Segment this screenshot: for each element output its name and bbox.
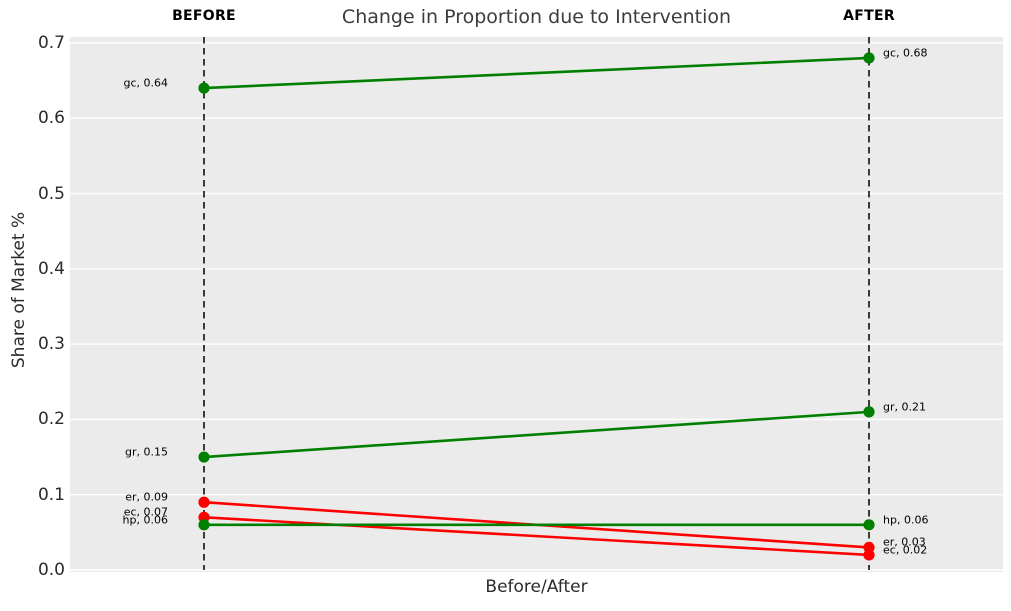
point-gr-before xyxy=(198,451,210,463)
point-ec-after xyxy=(863,549,875,561)
y-tick-label: 0.6 xyxy=(37,108,65,129)
annotation-hp-before: hp, 0.06 xyxy=(122,513,168,527)
annotation-gr-after: gr, 0.21 xyxy=(883,400,926,414)
annotation-er-after: er, 0.03 xyxy=(883,535,926,549)
annotation-gc-before: gc, 0.64 xyxy=(123,76,168,90)
y-tick-label: 0.5 xyxy=(37,183,65,204)
annotation-gc-after: gc, 0.68 xyxy=(883,46,928,60)
annotation-er-before: er, 0.09 xyxy=(125,490,168,504)
annotation-hp-after: hp, 0.06 xyxy=(883,513,929,527)
before-column-header: BEFORE xyxy=(172,8,236,24)
after-column-header: AFTER xyxy=(843,8,895,24)
y-tick-label: 0.3 xyxy=(37,334,65,355)
chart-title: Change in Proportion due to Intervention xyxy=(341,6,732,28)
annotation-gr-before: gr, 0.15 xyxy=(125,445,168,459)
point-er-before xyxy=(198,496,210,508)
point-gc-after xyxy=(863,52,875,64)
y-tick-label: 0.7 xyxy=(37,32,65,53)
series-line-gc xyxy=(202,56,871,90)
y-tick-label: 0.2 xyxy=(37,409,65,430)
y-tick-label: 0.0 xyxy=(37,560,65,580)
series-line-gr xyxy=(202,410,871,459)
point-hp-after xyxy=(863,519,875,531)
y-tick-label: 0.4 xyxy=(37,258,65,279)
point-hp-before xyxy=(198,519,210,531)
plot-background xyxy=(70,37,1003,572)
x-axis-title: Before/After xyxy=(485,577,588,597)
annotation-ec-before: ec, 0.07 xyxy=(123,505,168,519)
point-gr-after xyxy=(863,406,875,418)
y-tick-label: 0.1 xyxy=(37,484,65,505)
annotation-ec-after: ec, 0.02 xyxy=(883,543,928,557)
y-axis-title: Share of Market % xyxy=(9,211,29,369)
point-gc-before xyxy=(198,82,210,94)
